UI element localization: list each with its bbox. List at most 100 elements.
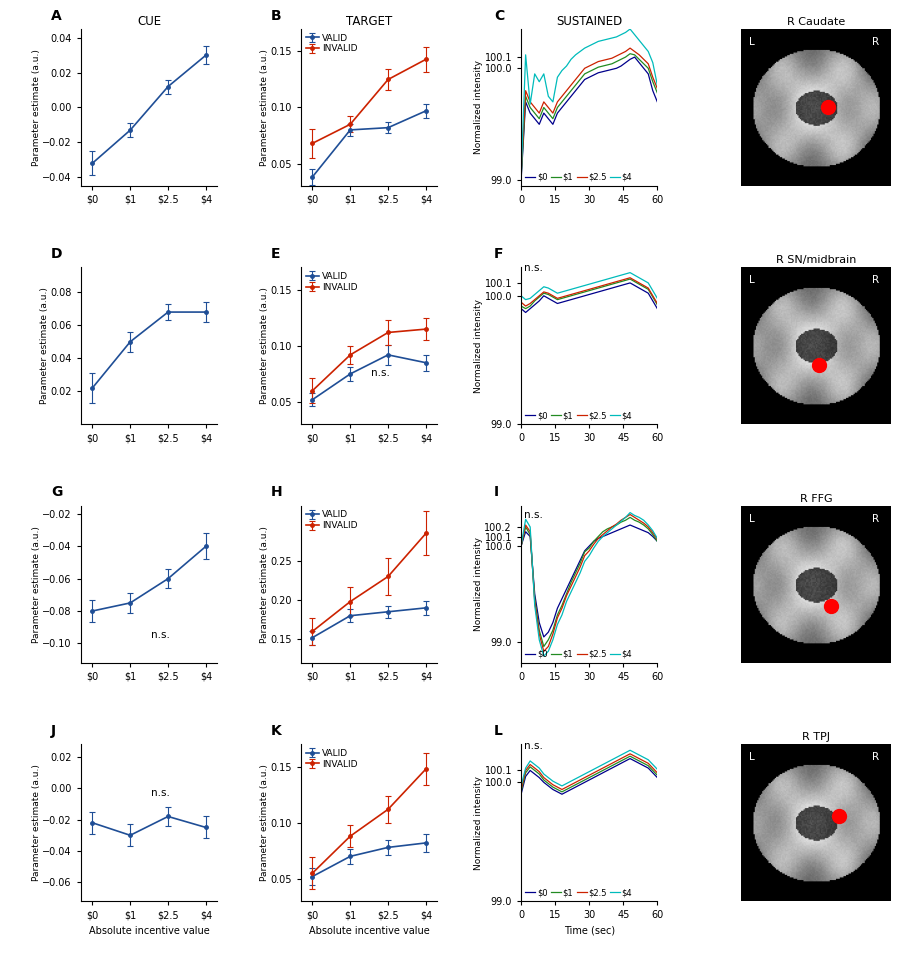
$4: [611, 31, 622, 43]
$4: [593, 761, 604, 772]
Legend: $0, $1, $2.5, $4: $0, $1, $2.5, $4: [526, 172, 633, 182]
$0: [538, 631, 549, 642]
$4: [638, 40, 649, 51]
$1: [625, 273, 635, 285]
$2.5: [529, 102, 540, 113]
$0: [634, 758, 644, 769]
$0: [547, 617, 558, 629]
Legend: VALID, INVALID: VALID, INVALID: [306, 34, 357, 53]
$0: [575, 79, 586, 91]
$4: [516, 172, 526, 184]
$4: [547, 634, 558, 645]
$2.5: [652, 297, 662, 309]
$4: [584, 766, 595, 777]
$1: [516, 541, 526, 552]
$0: [589, 771, 599, 783]
$2.5: [643, 521, 653, 533]
$2.5: [565, 779, 576, 791]
$2.5: [556, 90, 567, 102]
Title: TARGET: TARGET: [346, 15, 392, 28]
$0: [543, 293, 553, 304]
$2.5: [529, 763, 540, 774]
$2.5: [525, 526, 535, 538]
$0: [538, 290, 549, 301]
$1: [625, 47, 635, 59]
$1: [580, 774, 590, 786]
$4: [625, 744, 635, 756]
$2.5: [593, 765, 604, 776]
$4: [556, 780, 567, 792]
$2.5: [620, 273, 631, 285]
$1: [643, 523, 653, 535]
$1: [634, 755, 644, 766]
$2.5: [516, 541, 526, 552]
$0: [629, 521, 640, 533]
$2.5: [580, 62, 590, 74]
$4: [616, 749, 626, 761]
Title: R SN/midbrain: R SN/midbrain: [776, 255, 856, 266]
$0: [565, 294, 576, 305]
$1: [538, 641, 549, 652]
$2.5: [543, 102, 553, 113]
$0: [571, 781, 581, 793]
$4: [538, 68, 549, 79]
$0: [552, 297, 562, 309]
$0: [584, 541, 595, 552]
Text: I: I: [494, 485, 499, 499]
$2.5: [565, 289, 576, 300]
Legend: VALID, INVALID: VALID, INVALID: [306, 511, 357, 530]
$4: [643, 754, 653, 766]
$0: [529, 768, 540, 780]
Y-axis label: Normalized intensity: Normalized intensity: [474, 60, 483, 154]
$0: [616, 758, 626, 769]
$1: [534, 624, 544, 636]
$4: [593, 536, 604, 547]
$1: [611, 758, 622, 769]
$1: [589, 64, 599, 76]
$4: [543, 90, 553, 102]
$1: [652, 299, 662, 311]
$2.5: [625, 509, 635, 520]
Legend: $0, $1, $2.5, $4: $0, $1, $2.5, $4: [526, 649, 633, 659]
$0: [625, 53, 635, 65]
$0: [598, 66, 608, 78]
$2.5: [534, 290, 544, 301]
$2.5: [556, 784, 567, 796]
$4: [620, 512, 631, 523]
$1: [589, 284, 599, 296]
$0: [607, 527, 617, 539]
$0: [565, 90, 576, 102]
$0: [561, 786, 572, 797]
Text: L: L: [749, 514, 754, 523]
$2.5: [625, 272, 635, 284]
$2.5: [534, 628, 544, 640]
$4: [571, 49, 581, 61]
$4: [520, 294, 531, 305]
$4: [571, 282, 581, 294]
Line: $0: $0: [521, 57, 657, 180]
Text: G: G: [51, 485, 62, 499]
$1: [565, 290, 576, 301]
$1: [580, 68, 590, 79]
$4: [525, 521, 535, 533]
Y-axis label: Parameter estimate (a.u.): Parameter estimate (a.u.): [260, 526, 269, 642]
$2.5: [580, 549, 590, 561]
$1: [620, 51, 631, 63]
$2.5: [634, 277, 644, 289]
$0: [516, 789, 526, 800]
$2.5: [625, 43, 635, 54]
$0: [589, 69, 599, 80]
$4: [538, 768, 549, 780]
$0: [620, 755, 631, 766]
$1: [607, 521, 617, 533]
$4: [520, 49, 531, 61]
$0: [529, 299, 540, 311]
$2.5: [634, 753, 644, 765]
Legend: VALID, INVALID: VALID, INVALID: [306, 272, 357, 292]
$0: [580, 545, 590, 556]
$4: [638, 274, 649, 286]
$0: [525, 765, 535, 776]
$4: [534, 634, 544, 645]
$1: [571, 567, 581, 578]
$2.5: [638, 280, 649, 292]
